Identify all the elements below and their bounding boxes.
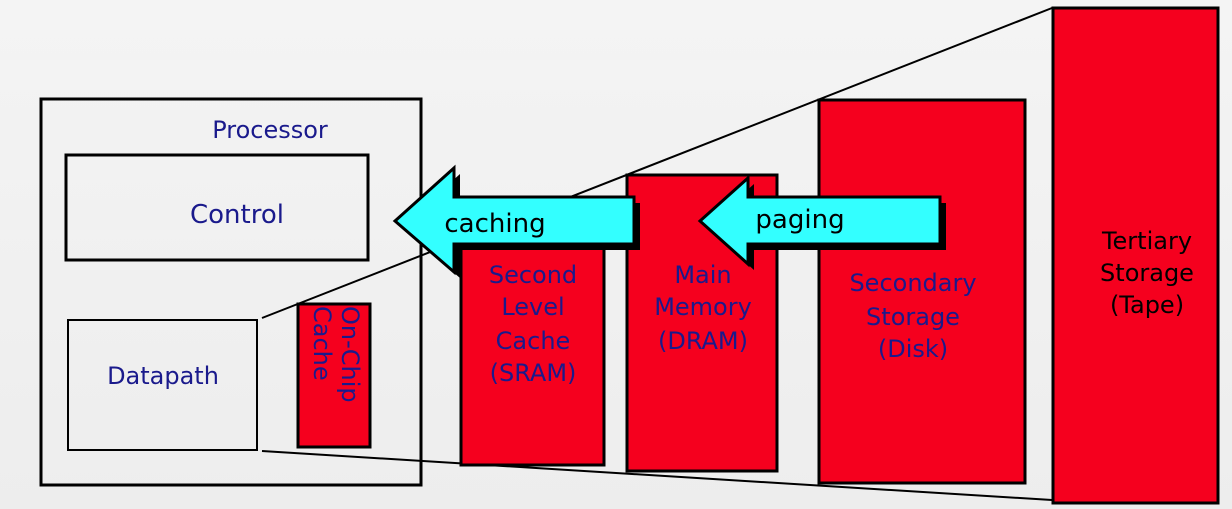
secondary-line3: (Disk): [878, 335, 948, 363]
secondary-line2: Storage: [866, 303, 960, 331]
main-memory-line1: Main: [674, 261, 731, 289]
processor-title: Processor: [212, 116, 328, 144]
processor-box: [39, 97, 423, 487]
onchip-cache-text: On-Chip Cache: [308, 306, 364, 403]
datapath-box: [67, 319, 258, 451]
secondary-storage-box: [817, 98, 1027, 485]
tertiary-line1: Tertiary: [1101, 227, 1192, 255]
main-memory-line3: (DRAM): [658, 327, 748, 355]
onchip-cache-box: [296, 302, 372, 449]
caching-label: caching: [444, 209, 545, 239]
control-label: Control: [190, 200, 284, 230]
caching-arrow: [392, 164, 636, 276]
onchip-cache-line2: Cache: [308, 306, 336, 381]
onchip-cache-line1: On-Chip: [336, 306, 364, 403]
tertiary-storage-box: [1051, 6, 1220, 505]
tertiary-line2: Storage: [1100, 259, 1194, 287]
secondary-line1: Secondary: [849, 269, 976, 297]
second-level-line4: (SRAM): [490, 359, 577, 387]
control-box: [64, 153, 370, 262]
paging-arrow: [697, 174, 942, 268]
funnel-top-line: [261, 7, 1053, 319]
paging-label: paging: [755, 205, 844, 235]
second-level-line2: Level: [501, 293, 564, 321]
datapath-label: Datapath: [107, 362, 219, 390]
second-level-line1: Second: [489, 261, 577, 289]
tertiary-line3: (Tape): [1110, 291, 1184, 319]
funnel-bottom-line: [261, 450, 1053, 501]
second-level-line3: Cache: [496, 327, 571, 355]
main-memory-line2: Memory: [654, 293, 752, 321]
